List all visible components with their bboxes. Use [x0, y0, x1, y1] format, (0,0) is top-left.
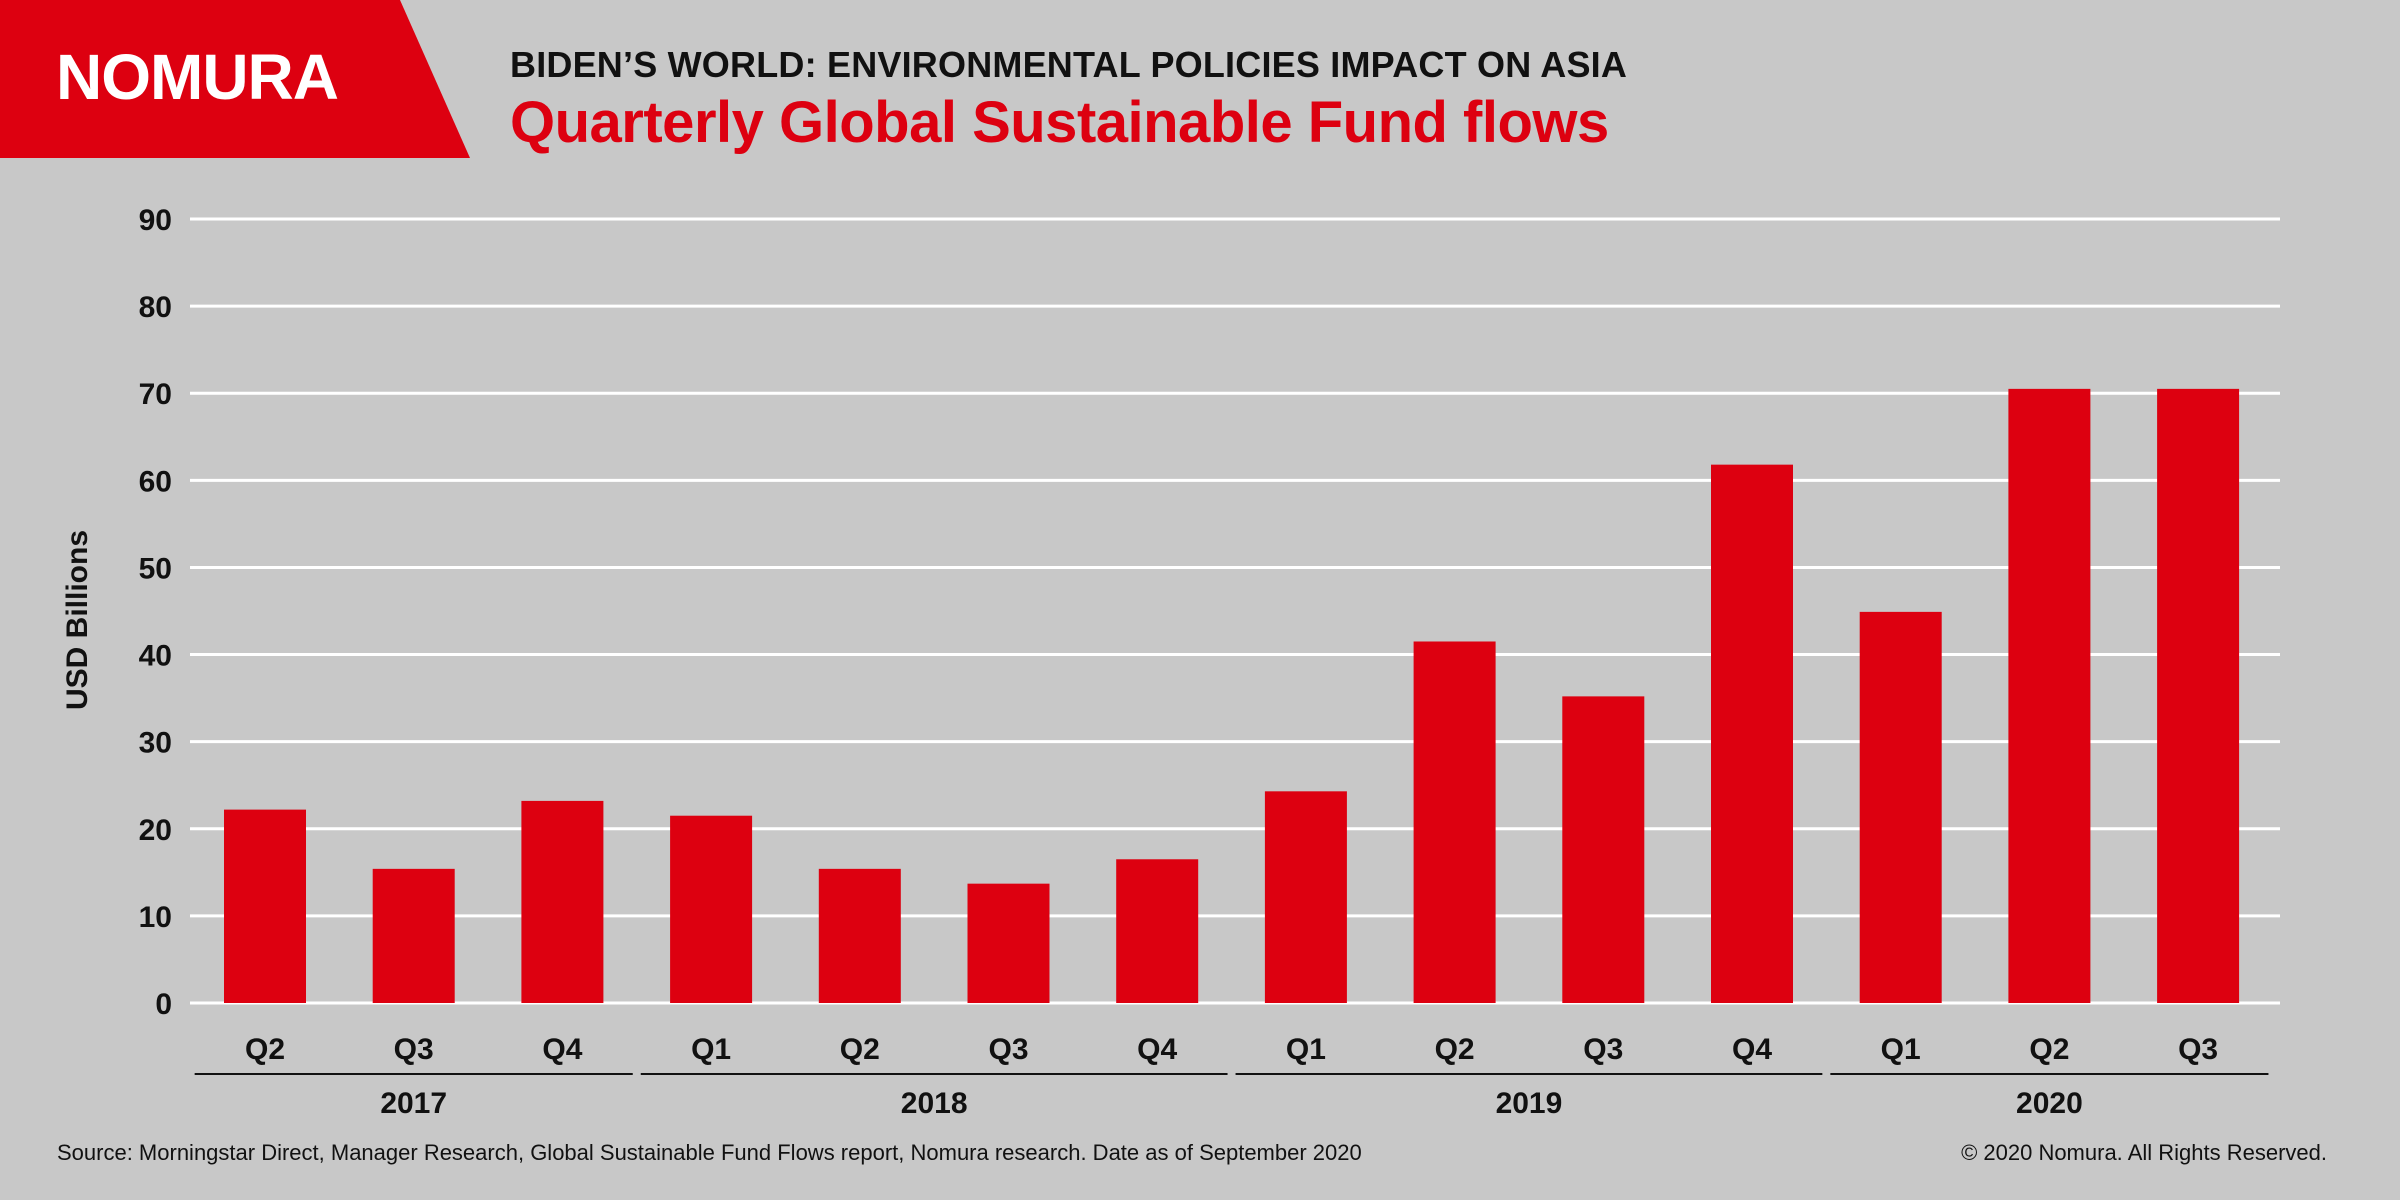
bar	[372, 868, 455, 1003]
y-tick-label: 60	[139, 465, 172, 498]
y-tick-label: 90	[139, 204, 172, 237]
nomura-logo: NOMURA	[56, 41, 338, 113]
bars	[224, 388, 2240, 1003]
x-tick-label: Q2	[1435, 1033, 1475, 1066]
x-tick-label: Q3	[988, 1033, 1028, 1066]
bar	[2157, 388, 2240, 1003]
y-tick-label: 0	[155, 988, 172, 1021]
bar	[2008, 388, 2091, 1003]
x-tick-label: Q4	[542, 1033, 582, 1066]
x-tick-label: Q4	[1137, 1033, 1177, 1066]
logo-background	[0, 0, 470, 158]
x-tick-label: Q1	[1286, 1033, 1326, 1066]
x-tick-label: Q4	[1732, 1033, 1772, 1066]
year-groups: 2017 2018 2019 2020	[194, 1073, 2269, 1120]
source-note: Source: Morningstar Direct, Manager Rese…	[57, 1140, 1362, 1165]
bar	[224, 809, 306, 1003]
y-tick-label: 40	[139, 640, 172, 673]
year-group-label: 2018	[901, 1087, 968, 1120]
chart-title: Quarterly Global Sustainable Fund flows	[510, 90, 1609, 155]
logo-banner: NOMURA	[0, 0, 470, 158]
x-tick-label: Q3	[2178, 1033, 2218, 1066]
gridlines	[190, 217, 2280, 1005]
year-group-label: 2020	[2016, 1087, 2083, 1120]
x-tick-label: Q2	[840, 1033, 880, 1066]
y-tick-label: 50	[139, 552, 172, 585]
bar	[1562, 696, 1645, 1003]
header-kicker: BIDEN’S WORLD: ENVIRONMENTAL POLICIES IM…	[510, 44, 1628, 85]
copyright: © 2020 Nomura. All Rights Reserved.	[1961, 1140, 2327, 1165]
y-axis-ticks: 0 10 20 30 40 50 60 70 80 90	[139, 204, 172, 1021]
bar	[1264, 791, 1347, 1003]
x-tick-label: Q2	[245, 1033, 285, 1066]
bar	[1413, 641, 1496, 1003]
header: BIDEN’S WORLD: ENVIRONMENTAL POLICIES IM…	[510, 40, 1627, 156]
x-tick-label: Q3	[1583, 1033, 1623, 1066]
bar	[1711, 464, 1793, 1003]
x-tick-label: Q1	[691, 1033, 731, 1066]
y-tick-label: 30	[139, 727, 172, 760]
x-tick-label: Q3	[394, 1033, 434, 1066]
y-tick-label: 10	[139, 901, 172, 934]
y-tick-label: 70	[139, 378, 172, 411]
x-tick-label: Q2	[2029, 1033, 2069, 1066]
y-axis-label: USD Billions	[61, 530, 94, 710]
year-group-label: 2017	[380, 1087, 447, 1120]
bar	[521, 800, 604, 1003]
bar	[1116, 859, 1199, 1003]
y-tick-label: 20	[139, 814, 172, 847]
year-group-label: 2019	[1496, 1087, 1563, 1120]
x-axis-ticks: Q2 Q3 Q4 Q1 Q2 Q3 Q4 Q1 Q2 Q3 Q4 Q1 Q2 Q3	[245, 1033, 2218, 1066]
bar-chart: 0 10 20 30 40 50 60 70 80 90 Q2 Q3 Q4 Q1 Q2 Q3 Q4 Q1 Q2 Q3…	[61, 204, 2280, 1120]
bar	[1859, 611, 1942, 1003]
y-tick-label: 80	[139, 291, 172, 324]
bar	[967, 883, 1050, 1003]
bar	[670, 815, 753, 1003]
bar	[818, 868, 901, 1003]
x-tick-label: Q1	[1881, 1033, 1921, 1066]
